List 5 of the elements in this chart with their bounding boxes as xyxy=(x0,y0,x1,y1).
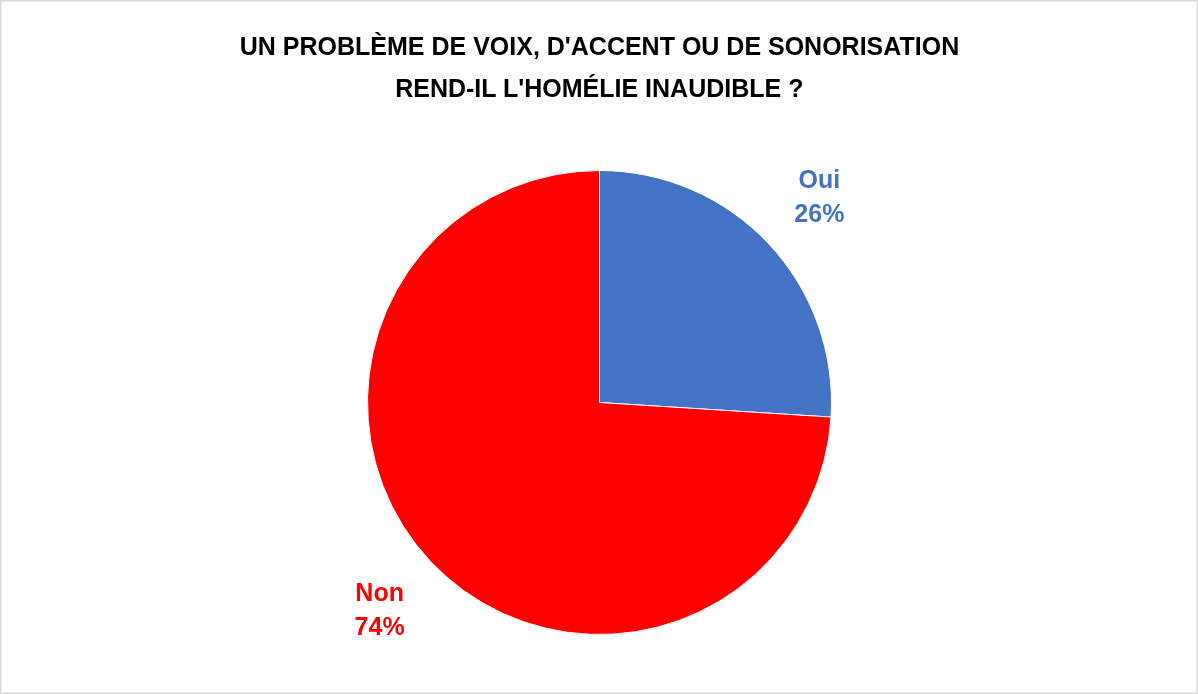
slice-label: Oui xyxy=(798,165,841,194)
chart-title: UN PROBLÈME DE VOIX, D'ACCENT OU DE SONORISATION REND-IL L'HOMÉLIE INAUDIBLE ? xyxy=(239,31,960,102)
data-label: 26% xyxy=(794,199,845,228)
slice-label: Non xyxy=(355,577,404,606)
data-label: 74% xyxy=(354,611,405,640)
